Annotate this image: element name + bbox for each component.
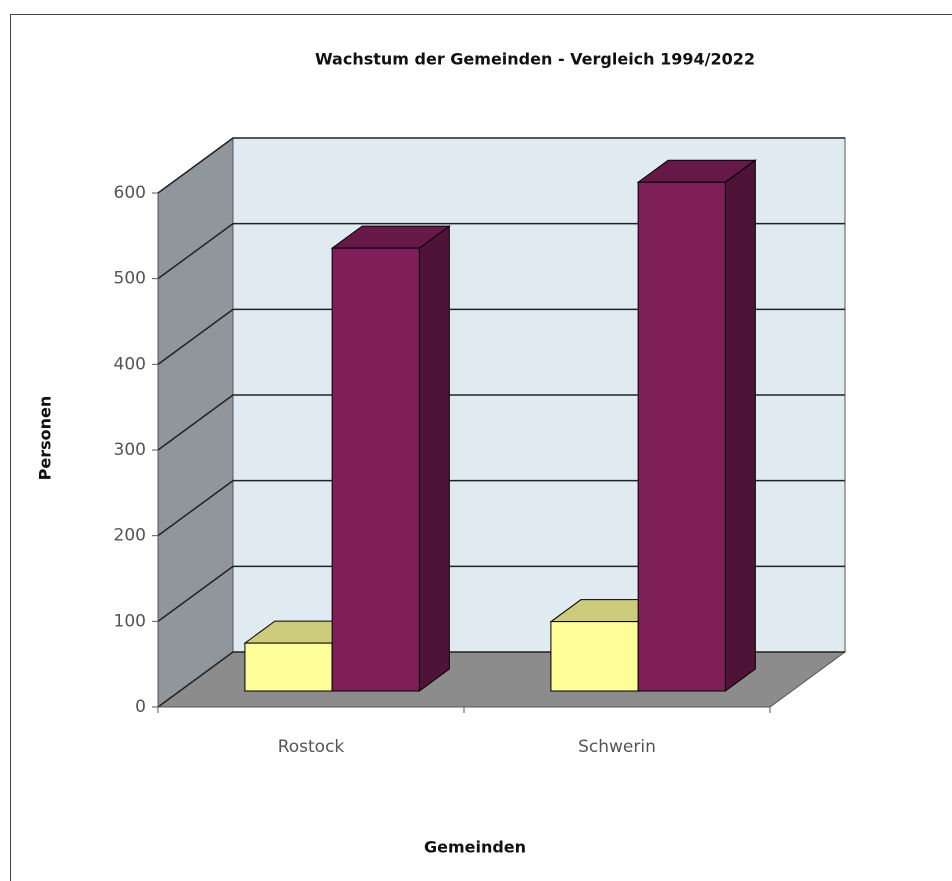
bar [331, 247, 420, 692]
bar-side [724, 159, 756, 693]
bar-side [418, 225, 450, 693]
y-tick-label: 600 [114, 183, 146, 203]
y-tick-label: 400 [114, 354, 146, 374]
x-tick-label: Schwerin [578, 737, 656, 757]
chart-title: Wachstum der Gemeinden - Vergleich 1994/… [315, 50, 755, 69]
bar [637, 181, 726, 692]
bar [244, 642, 333, 692]
y-axis-title: Personen [36, 396, 55, 481]
grid-line [157, 137, 845, 194]
y-tick-label: 500 [114, 269, 146, 289]
y-tick-label: 0 [135, 697, 146, 717]
y-tick-label: 100 [114, 611, 146, 631]
y-tick-label: 200 [114, 526, 146, 546]
x-tick-label: Rostock [278, 737, 345, 757]
y-tick-label: 300 [114, 440, 146, 460]
x-axis-title: Gemeinden [424, 838, 526, 857]
frame [10, 14, 952, 881]
bar [550, 621, 639, 692]
